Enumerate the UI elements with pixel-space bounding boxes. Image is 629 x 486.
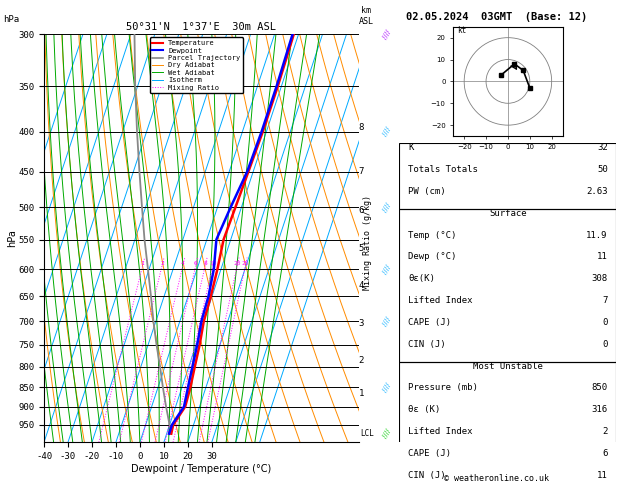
Text: km
ASL: km ASL — [359, 6, 374, 26]
Text: 4: 4 — [181, 261, 184, 266]
Text: θε (K): θε (K) — [408, 405, 440, 414]
Text: 7: 7 — [359, 167, 364, 176]
Text: 32: 32 — [597, 143, 608, 153]
Text: 25: 25 — [242, 261, 249, 266]
Text: θε(K): θε(K) — [408, 274, 435, 283]
X-axis label: Dewpoint / Temperature (°C): Dewpoint / Temperature (°C) — [131, 464, 271, 474]
Text: 6: 6 — [194, 261, 198, 266]
Bar — [399, 209, 616, 362]
Text: ////: //// — [382, 28, 392, 40]
Text: hPa: hPa — [3, 15, 19, 24]
Text: © weatheronline.co.uk: © weatheronline.co.uk — [445, 474, 549, 483]
Text: Surface: Surface — [489, 209, 526, 218]
Text: 850: 850 — [592, 383, 608, 392]
Text: 2.63: 2.63 — [586, 187, 608, 196]
Text: LCL: LCL — [360, 429, 374, 438]
Text: 6: 6 — [359, 206, 364, 215]
Text: 3: 3 — [359, 319, 364, 328]
Text: ////: //// — [382, 428, 392, 439]
Text: Totals Totals: Totals Totals — [408, 165, 478, 174]
Text: Dewp (°C): Dewp (°C) — [408, 252, 457, 261]
Title: 50°31'N  1°37'E  30m ASL: 50°31'N 1°37'E 30m ASL — [126, 22, 276, 32]
Text: 20: 20 — [233, 261, 241, 266]
Text: Most Unstable: Most Unstable — [473, 362, 543, 370]
Bar — [399, 143, 616, 209]
Text: 0: 0 — [603, 340, 608, 349]
Text: ////: //// — [382, 202, 392, 213]
Text: Pressure (mb): Pressure (mb) — [408, 383, 478, 392]
Text: 316: 316 — [592, 405, 608, 414]
Text: 11: 11 — [597, 252, 608, 261]
Text: 308: 308 — [592, 274, 608, 283]
Text: Mixing Ratio (g/kg): Mixing Ratio (g/kg) — [364, 195, 372, 291]
Text: ////: //// — [382, 263, 392, 275]
Text: 0: 0 — [603, 318, 608, 327]
Text: kt: kt — [458, 26, 467, 35]
Legend: Temperature, Dewpoint, Parcel Trajectory, Dry Adiabat, Wet Adiabat, Isotherm, Mi: Temperature, Dewpoint, Parcel Trajectory… — [150, 37, 243, 93]
Text: ////: //// — [382, 126, 392, 137]
Text: 11.9: 11.9 — [586, 231, 608, 240]
Text: 6: 6 — [603, 449, 608, 458]
Text: K: K — [408, 143, 413, 153]
Text: ////: //// — [382, 382, 392, 393]
Y-axis label: hPa: hPa — [7, 229, 17, 247]
Text: 2: 2 — [359, 356, 364, 364]
Bar — [399, 362, 616, 486]
Text: CIN (J): CIN (J) — [408, 470, 446, 480]
Text: 8: 8 — [203, 261, 207, 266]
Text: 1: 1 — [141, 261, 145, 266]
Text: CIN (J): CIN (J) — [408, 340, 446, 349]
Text: PW (cm): PW (cm) — [408, 187, 446, 196]
Text: 2: 2 — [160, 261, 164, 266]
Text: 4: 4 — [359, 281, 364, 290]
Text: 5: 5 — [359, 244, 364, 253]
Text: 10: 10 — [209, 261, 216, 266]
Text: 50: 50 — [597, 165, 608, 174]
Text: CAPE (J): CAPE (J) — [408, 449, 451, 458]
Text: Lifted Index: Lifted Index — [408, 427, 472, 436]
Text: 02.05.2024  03GMT  (Base: 12): 02.05.2024 03GMT (Base: 12) — [406, 12, 587, 22]
Text: ////: //// — [382, 316, 392, 327]
Text: 1: 1 — [359, 389, 364, 398]
Text: 11: 11 — [597, 470, 608, 480]
Text: 8: 8 — [359, 123, 364, 132]
Text: CAPE (J): CAPE (J) — [408, 318, 451, 327]
Text: 7: 7 — [603, 296, 608, 305]
Text: Temp (°C): Temp (°C) — [408, 231, 457, 240]
Text: 2: 2 — [603, 427, 608, 436]
Text: Lifted Index: Lifted Index — [408, 296, 472, 305]
